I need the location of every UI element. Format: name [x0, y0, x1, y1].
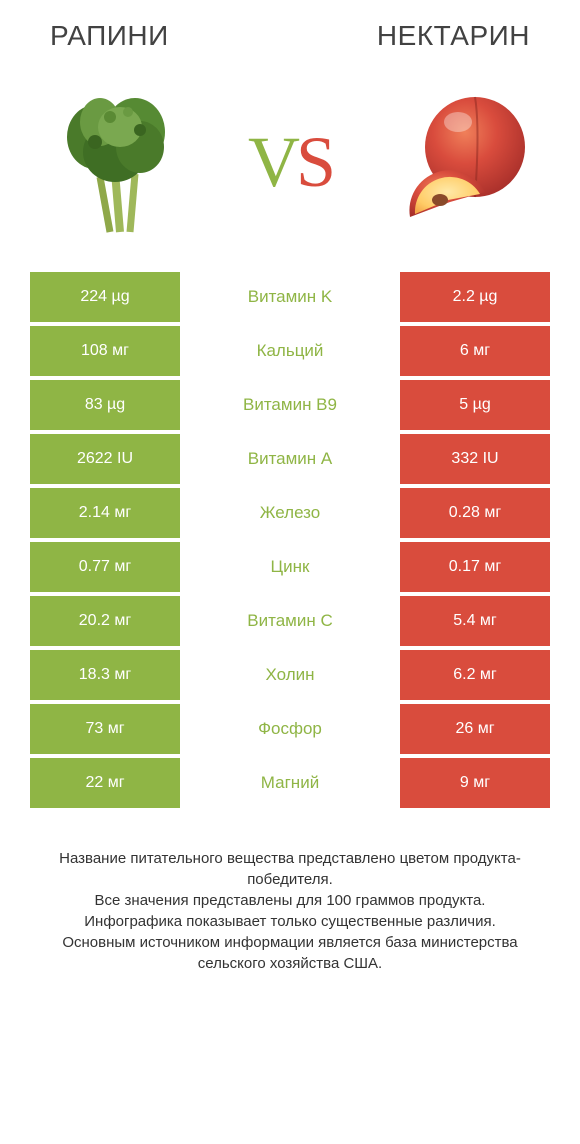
images-row: VS — [30, 62, 550, 272]
nutrient-name: Витамин K — [180, 272, 400, 322]
right-value: 6.2 мг — [400, 650, 550, 700]
header-row: РАПИНИ НЕКТАРИН — [30, 20, 550, 62]
right-value: 6 мг — [400, 326, 550, 376]
table-row: 108 мгКальций6 мг — [30, 326, 550, 376]
left-value: 73 мг — [30, 704, 180, 754]
infographic-container: РАПИНИ НЕКТАРИН — [0, 0, 580, 1144]
nutrient-name: Витамин A — [180, 434, 400, 484]
table-row: 22 мгМагний9 мг — [30, 758, 550, 808]
nutrient-name: Холин — [180, 650, 400, 700]
right-value: 5 µg — [400, 380, 550, 430]
left-value: 22 мг — [30, 758, 180, 808]
footer-line: Все значения представлены для 100 граммо… — [40, 890, 540, 911]
footer-line: Основным источником информации является … — [40, 932, 540, 974]
table-row: 18.3 мгХолин6.2 мг — [30, 650, 550, 700]
comparison-table: 224 µgВитамин K2.2 µg108 мгКальций6 мг83… — [30, 272, 550, 808]
left-value: 2622 IU — [30, 434, 180, 484]
table-row: 0.77 мгЦинк0.17 мг — [30, 542, 550, 592]
vs-v: V — [248, 122, 296, 202]
nutrient-name: Витамин C — [180, 596, 400, 646]
nutrient-name: Железо — [180, 488, 400, 538]
left-value: 0.77 мг — [30, 542, 180, 592]
right-value: 332 IU — [400, 434, 550, 484]
footer-line: Название питательного вещества представл… — [40, 848, 540, 890]
left-value: 83 µg — [30, 380, 180, 430]
right-value: 9 мг — [400, 758, 550, 808]
nutrient-name: Фосфор — [180, 704, 400, 754]
table-row: 83 µgВитамин B95 µg — [30, 380, 550, 430]
footer-text: Название питательного вещества представл… — [30, 848, 550, 974]
footer-line: Инфографика показывает только существенн… — [40, 911, 540, 932]
right-value: 26 мг — [400, 704, 550, 754]
nutrient-name: Магний — [180, 758, 400, 808]
right-value: 0.28 мг — [400, 488, 550, 538]
rapini-image — [40, 82, 200, 242]
left-value: 18.3 мг — [30, 650, 180, 700]
right-value: 5.4 мг — [400, 596, 550, 646]
left-title: РАПИНИ — [50, 20, 169, 52]
table-row: 20.2 мгВитамин C5.4 мг — [30, 596, 550, 646]
right-title: НЕКТАРИН — [377, 20, 530, 52]
right-value: 0.17 мг — [400, 542, 550, 592]
table-row: 2622 IUВитамин A332 IU — [30, 434, 550, 484]
nutrient-name: Кальций — [180, 326, 400, 376]
right-value: 2.2 µg — [400, 272, 550, 322]
table-row: 224 µgВитамин K2.2 µg — [30, 272, 550, 322]
left-value: 108 мг — [30, 326, 180, 376]
table-row: 73 мгФосфор26 мг — [30, 704, 550, 754]
left-value: 20.2 мг — [30, 596, 180, 646]
table-row: 2.14 мгЖелезо0.28 мг — [30, 488, 550, 538]
nutrient-name: Цинк — [180, 542, 400, 592]
left-value: 2.14 мг — [30, 488, 180, 538]
nutrient-name: Витамин B9 — [180, 380, 400, 430]
vs-label: VS — [248, 121, 332, 204]
vs-s: S — [296, 122, 332, 202]
left-value: 224 µg — [30, 272, 180, 322]
nectarine-image — [380, 82, 540, 242]
